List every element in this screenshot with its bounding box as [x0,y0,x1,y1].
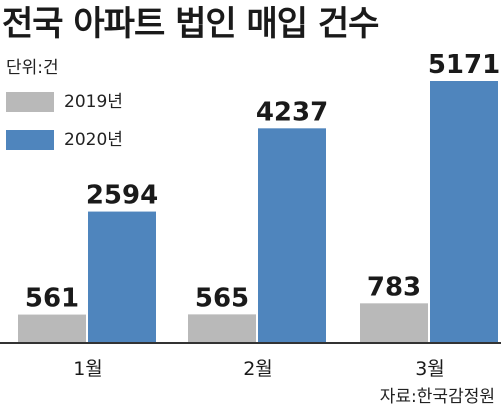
category-label-2: 2월 [243,358,273,380]
category-label-3: 3월 [415,358,445,380]
legend-swatch-2019 [6,92,54,112]
bar-2020-3 [430,81,498,343]
legend-swatch-2020 [6,130,54,150]
data-label-2020-3: 5171 [428,50,500,80]
category-label-1: 1월 [73,358,103,380]
data-label-2019-1: 561 [25,284,79,314]
data-label-2020-1: 2594 [86,181,158,211]
legend-label-2020: 2020년 [64,130,123,150]
source-note: 자료:한국감정원 [379,387,495,407]
bar-2020-1 [88,211,156,343]
bar-2019-3 [360,303,428,343]
chart-title: 전국 아파트 법인 매입 건수 [2,4,379,44]
bar-2019-2 [188,314,256,343]
data-label-2019-2: 565 [195,283,249,313]
data-label-2020-2: 4237 [256,97,328,127]
bar-2020-2 [258,128,326,343]
data-label-2019-3: 783 [367,272,421,302]
bar-2019-1 [18,314,86,343]
legend-label-2019: 2019년 [64,92,123,112]
unit-label: 단위:건 [6,58,59,78]
